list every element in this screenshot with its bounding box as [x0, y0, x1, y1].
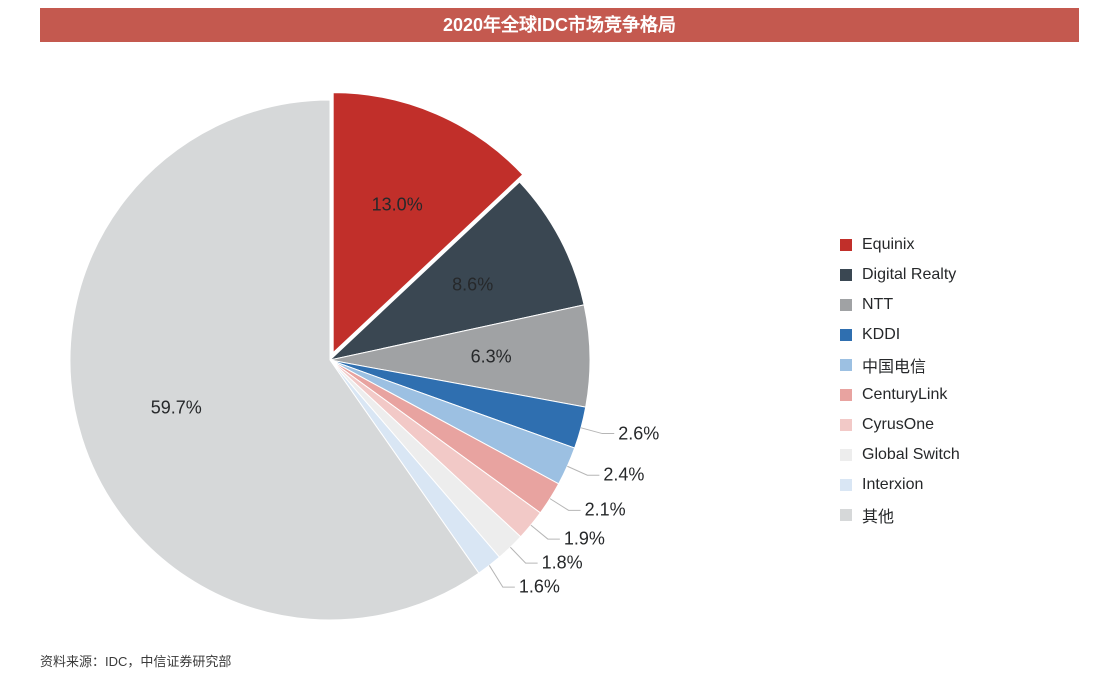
leader-line — [567, 466, 599, 475]
legend-item: NTT — [840, 290, 960, 320]
legend-item: 其他 — [840, 500, 960, 530]
legend-item: KDDI — [840, 320, 960, 350]
legend-item: CenturyLink — [840, 380, 960, 410]
legend-item: 中国电信 — [840, 350, 960, 380]
leader-line — [531, 525, 560, 539]
leader-line — [489, 565, 514, 587]
legend: Equinix Digital Realty NTT KDDI 中国电信 CenturyL… — [840, 230, 960, 530]
legend-swatch — [840, 359, 852, 371]
legend-swatch — [840, 479, 852, 491]
legend-item: Digital Realty — [840, 260, 960, 290]
legend-label: Digital Realty — [862, 266, 956, 284]
legend-swatch — [840, 419, 852, 431]
legend-label: Global Switch — [862, 446, 960, 464]
legend-swatch — [840, 329, 852, 341]
legend-swatch — [840, 299, 852, 311]
legend-swatch — [840, 239, 852, 251]
legend-swatch — [840, 509, 852, 521]
legend-label: 其他 — [862, 503, 894, 527]
leader-line — [581, 428, 614, 434]
legend-label: Equinix — [862, 236, 914, 254]
legend-item: Equinix — [840, 230, 960, 260]
legend-swatch — [840, 269, 852, 281]
legend-swatch — [840, 389, 852, 401]
chart-stage: 2020年全球IDC市场竞争格局 13.0%8.6%6.3%2.6%2.4%2.… — [0, 0, 1119, 688]
legend-item: CyrusOne — [840, 410, 960, 440]
legend-label: KDDI — [862, 326, 900, 344]
legend-label: CyrusOne — [862, 416, 934, 434]
source-text: 资料来源：IDC，中信证券研究部 — [40, 651, 231, 670]
legend-label: NTT — [862, 296, 893, 314]
legend-swatch — [840, 449, 852, 461]
leader-line — [550, 499, 581, 511]
legend-label: Interxion — [862, 476, 923, 494]
legend-label: 中国电信 — [862, 353, 926, 377]
leader-line — [510, 547, 537, 563]
legend-label: CenturyLink — [862, 386, 947, 404]
legend-item: Global Switch — [840, 440, 960, 470]
legend-item: Interxion — [840, 470, 960, 500]
